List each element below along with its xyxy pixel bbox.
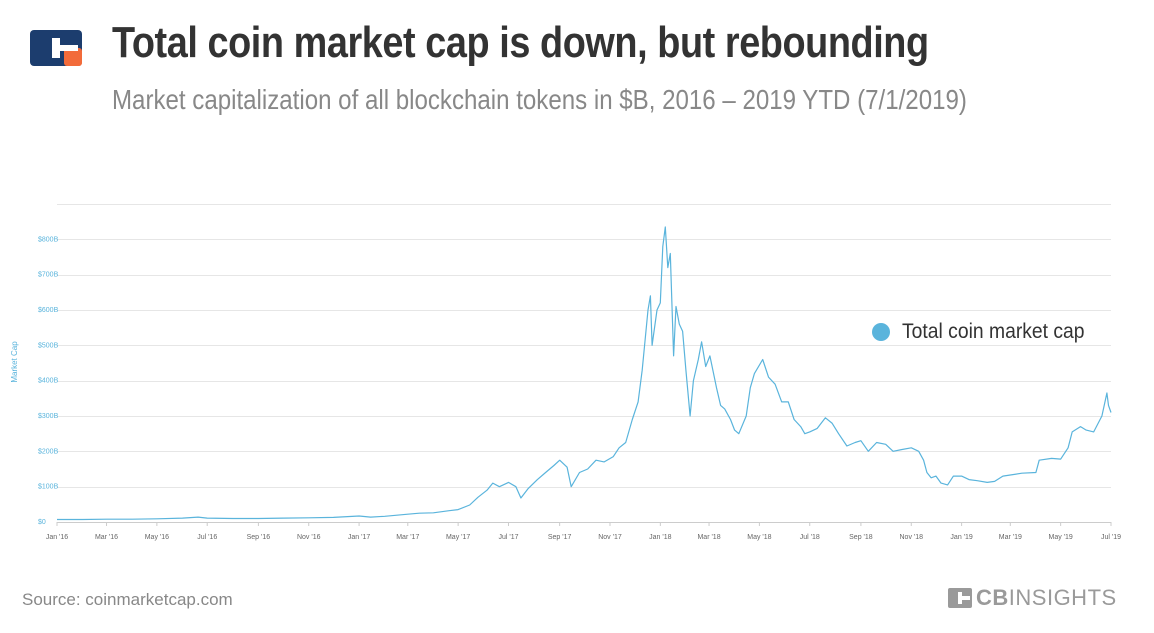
x-tick-label: May '18 [747, 534, 771, 541]
x-axis-ticks: Jan '16 Mar '16 May '16 Jul '16 Sep '16 Nov '… [46, 522, 1121, 541]
x-tick-label: May '16 [145, 534, 169, 541]
x-tick-label: Sep '16 [247, 534, 271, 541]
x-tick-label: Mar '17 [396, 534, 419, 541]
brand-bold: CB [976, 585, 1009, 610]
x-tick-label: Sep '18 [849, 534, 873, 541]
x-tick-label: Jul '16 [197, 534, 217, 541]
brand-rest: INSIGHTS [1008, 585, 1117, 610]
legend-label: Total coin market cap [902, 320, 1085, 343]
x-tick-label: Jan '16 [46, 534, 68, 541]
x-tick-label: Jan '18 [649, 534, 671, 541]
cb-logo-icon [30, 30, 82, 66]
y-tick-label: $0 [38, 519, 46, 526]
y-tick-label: $600B [38, 307, 59, 314]
y-axis-label: Market Cap [10, 341, 19, 383]
legend-marker [872, 323, 890, 341]
grid-lines [57, 204, 1111, 523]
x-tick-label: Nov '18 [900, 534, 924, 541]
x-tick-label: Mar '19 [999, 534, 1022, 541]
y-tick-label: $400B [38, 378, 59, 385]
x-tick-label: Jul '17 [498, 534, 518, 541]
chart-subtitle: Market capitalization of all blockchain … [112, 84, 967, 115]
x-tick-label: Nov '17 [598, 534, 622, 541]
y-tick-label: $800B [38, 236, 59, 243]
y-axis-ticks: $0 $100B $200B $300B $400B $500B $600B $700B $80… [38, 236, 59, 526]
source-note: Source: coinmarketcap.com [22, 590, 233, 609]
x-tick-label: Sep '17 [548, 534, 572, 541]
x-tick-label: Nov '16 [297, 534, 321, 541]
cbinsights-logo-icon [948, 588, 972, 608]
x-tick-label: May '19 [1049, 534, 1073, 541]
x-tick-label: Jul '18 [800, 534, 820, 541]
y-tick-label: $300B [38, 413, 59, 420]
chart-title: Total coin market cap is down, but rebou… [112, 18, 929, 67]
x-tick-label: Jul '19 [1101, 534, 1121, 541]
x-tick-label: Jan '19 [950, 534, 972, 541]
x-tick-label: May '17 [446, 534, 470, 541]
y-tick-label: $200B [38, 448, 59, 455]
cbinsights-brand: CBINSIGHTS [948, 585, 1117, 611]
series-line-total-coin-market-cap [57, 226, 1112, 521]
series-layer [57, 226, 1112, 521]
chart-legend: Total coin market cap [872, 320, 1100, 344]
x-tick-label: Mar '18 [697, 534, 720, 541]
y-tick-label: $700B [38, 272, 59, 279]
x-tick-label: Mar '16 [95, 534, 118, 541]
x-tick-label: Jan '17 [348, 534, 370, 541]
y-tick-label: $100B [38, 484, 59, 491]
y-tick-label: $500B [38, 342, 59, 349]
